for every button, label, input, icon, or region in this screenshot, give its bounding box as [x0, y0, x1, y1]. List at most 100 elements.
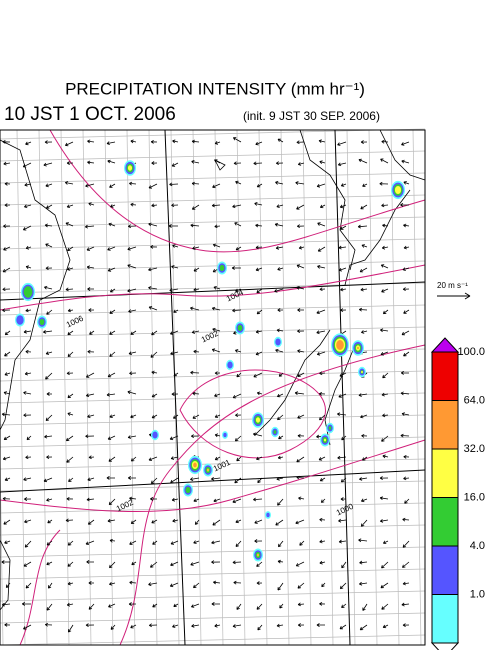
wind-arrow	[43, 477, 53, 483]
wind-arrow	[86, 265, 95, 270]
precip-cell	[255, 417, 261, 423]
wind-arrow	[360, 287, 368, 292]
wind-arrow	[151, 370, 158, 375]
wind-arrow	[319, 560, 326, 565]
wind-arrow	[382, 454, 389, 459]
precip-cell	[357, 346, 359, 350]
wind-arrow	[337, 412, 347, 417]
wind-arrow	[214, 456, 221, 461]
isobar	[49, 129, 426, 253]
wind-arrow	[129, 580, 137, 585]
wind-arrow	[169, 182, 179, 187]
wind-arrow	[129, 540, 137, 545]
grid-line	[390, 129, 400, 646]
wind-arrow	[321, 582, 326, 588]
wind-arrow	[148, 286, 158, 290]
wind-arrow	[107, 267, 116, 272]
wind-arrow	[190, 561, 200, 566]
wind-arrow	[381, 561, 389, 569]
wind-arrow	[400, 203, 410, 207]
wind-arrow	[44, 223, 53, 228]
precip-cell	[219, 264, 225, 272]
wind-arrow	[66, 456, 74, 463]
grid-line	[0, 524, 426, 536]
wind-arrow	[150, 561, 158, 568]
wind-arrow	[211, 348, 221, 353]
wind-arrow	[338, 267, 347, 272]
grid-line	[0, 304, 426, 316]
wind-arrow	[172, 139, 179, 144]
wind-arrow	[381, 603, 389, 610]
wind-arrow	[277, 455, 284, 460]
wind-arrow	[296, 140, 305, 145]
grid-line	[0, 612, 426, 624]
wind-arrow	[127, 476, 137, 480]
wind-arrow	[402, 581, 410, 586]
wind-arrow	[212, 519, 221, 526]
colorbar-box	[431, 545, 459, 595]
wind-arrow	[85, 183, 95, 188]
wind-arrow	[170, 561, 179, 567]
wind-arrow	[214, 393, 221, 398]
grid-line	[0, 546, 426, 558]
wind-arrow	[65, 435, 74, 442]
wind-arrow	[67, 330, 74, 336]
coastline	[214, 159, 226, 171]
wind-arrow	[68, 624, 74, 633]
grid-line	[0, 590, 426, 602]
grid-line	[0, 429, 4, 646]
wind-arrow	[3, 435, 11, 440]
wind-arrow	[107, 372, 116, 378]
wind-arrow	[211, 306, 221, 311]
wind-arrow	[297, 433, 305, 438]
major-line	[0, 281, 426, 301]
wind-arrow	[66, 204, 74, 208]
wind-arrow	[170, 351, 179, 356]
wind-arrow	[44, 434, 53, 439]
grid-line	[0, 458, 426, 470]
wind-arrow	[23, 391, 32, 395]
grid-line	[0, 216, 426, 228]
wind-arrow	[232, 308, 242, 313]
wind-arrow	[316, 309, 326, 314]
wind-arrow	[172, 244, 179, 248]
wind-arrow	[319, 601, 326, 606]
wind-arrow	[274, 222, 284, 227]
wind-arrow	[107, 518, 116, 523]
wind-arrow	[4, 477, 11, 481]
wind-arrow	[232, 498, 242, 504]
wind-arrow	[401, 159, 410, 164]
grid-line	[412, 129, 422, 646]
wind-arrow	[319, 371, 326, 376]
wind-arrow	[25, 265, 32, 269]
colorbar-box	[431, 351, 459, 401]
wind-arrow	[108, 498, 116, 506]
wind-arrow	[403, 181, 410, 185]
wind-arrow	[236, 456, 242, 462]
wind-arrow	[235, 349, 242, 353]
wind-arrow	[338, 518, 347, 523]
wind-arrow	[151, 393, 158, 398]
wind-arrow	[296, 204, 305, 210]
wind-arrow	[170, 540, 179, 545]
wind-arrow	[294, 391, 305, 396]
wind-arrow	[296, 224, 305, 229]
valid-time: 10 JST 1 OCT. 2006	[4, 104, 176, 125]
wind-arrow	[4, 372, 11, 376]
precip-cell	[39, 318, 45, 326]
wind-arrow	[128, 602, 137, 606]
wind-arrow	[67, 561, 74, 567]
wind-arrow	[298, 496, 305, 501]
wind-arrow	[276, 623, 284, 628]
wind-arrow	[380, 351, 389, 356]
wind-arrow	[2, 267, 11, 273]
wind-arrow	[295, 519, 305, 525]
wind-arrow	[3, 519, 11, 525]
wind-arrow	[403, 223, 410, 228]
wind-arrow	[192, 246, 200, 250]
wind-arrow	[255, 223, 263, 228]
precip-cell	[237, 324, 243, 332]
precip-cell	[275, 338, 281, 346]
wind-arrow	[130, 519, 137, 524]
